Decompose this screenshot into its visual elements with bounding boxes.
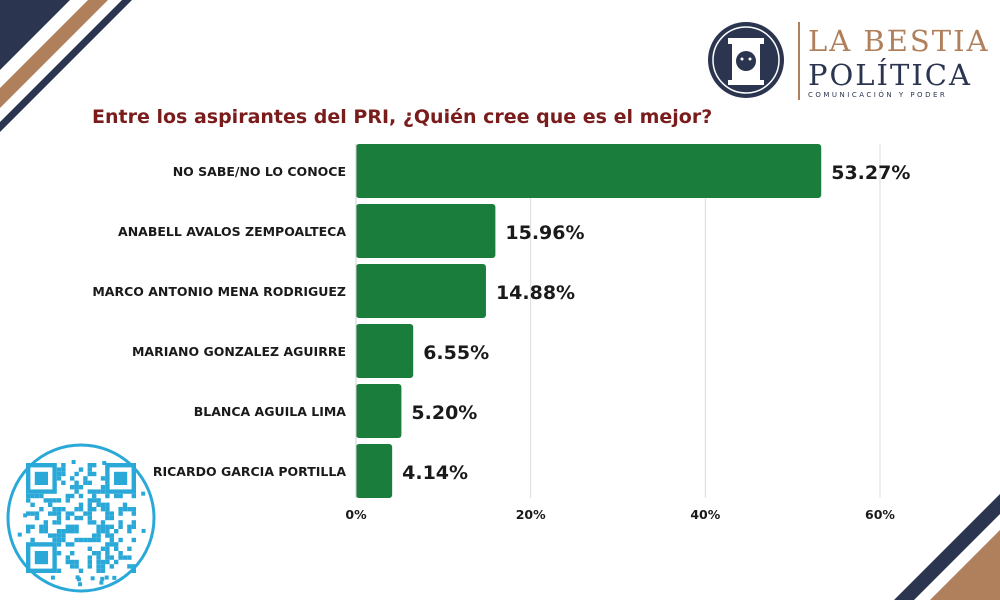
stripe-navy-top (0, 0, 70, 70)
stripe-navy-bottom (894, 494, 1000, 600)
stripe-gold-bottom (930, 530, 1000, 600)
x-tick-label: 0% (345, 507, 367, 522)
category-label: MARCO ANTONIO MENA RODRIGUEZ (92, 284, 346, 299)
stripe-navy-top-thin (0, 0, 132, 132)
bar (356, 264, 486, 318)
data-label: 14.88% (496, 282, 575, 304)
bar (356, 324, 414, 378)
x-tick-label: 20% (516, 507, 546, 522)
category-label: BLANCA AGUILA LIMA (194, 404, 347, 419)
data-label: 15.96% (505, 222, 584, 244)
bar (356, 384, 402, 438)
x-tick-label: 40% (690, 507, 720, 522)
lion-column-emblem-icon (708, 22, 784, 98)
category-label: ANABELL AVALOS ZEMPOALTECA (118, 224, 346, 239)
bar (356, 444, 393, 498)
brand-logo: LA BESTIA POLÍTICA COMUNICACIÓN Y PODER (704, 18, 988, 102)
brand-name-line2: POLÍTICA (808, 58, 972, 92)
bar (356, 204, 496, 258)
data-label: 4.14% (402, 462, 468, 484)
data-label: 6.55% (423, 342, 489, 364)
logo-divider (798, 22, 800, 100)
brand-tagline: COMUNICACIÓN Y PODER (808, 91, 948, 99)
chart-title: Entre los aspirantes del PRI, ¿Quién cre… (92, 106, 713, 128)
category-label: RICARDO GARCIA PORTILLA (153, 464, 346, 479)
x-tick-label: 60% (865, 507, 895, 522)
bar (356, 144, 822, 198)
stripe-gold-top (0, 0, 108, 108)
qr-code-icon (6, 443, 156, 593)
category-label: MARIANO GONZALEZ AGUIRRE (132, 344, 346, 359)
brand-name-line1: LA BESTIA (808, 24, 990, 58)
data-label: 5.20% (411, 402, 477, 424)
category-label: NO SABE/NO LO CONOCE (173, 164, 346, 179)
data-label: 53.27% (831, 162, 910, 184)
